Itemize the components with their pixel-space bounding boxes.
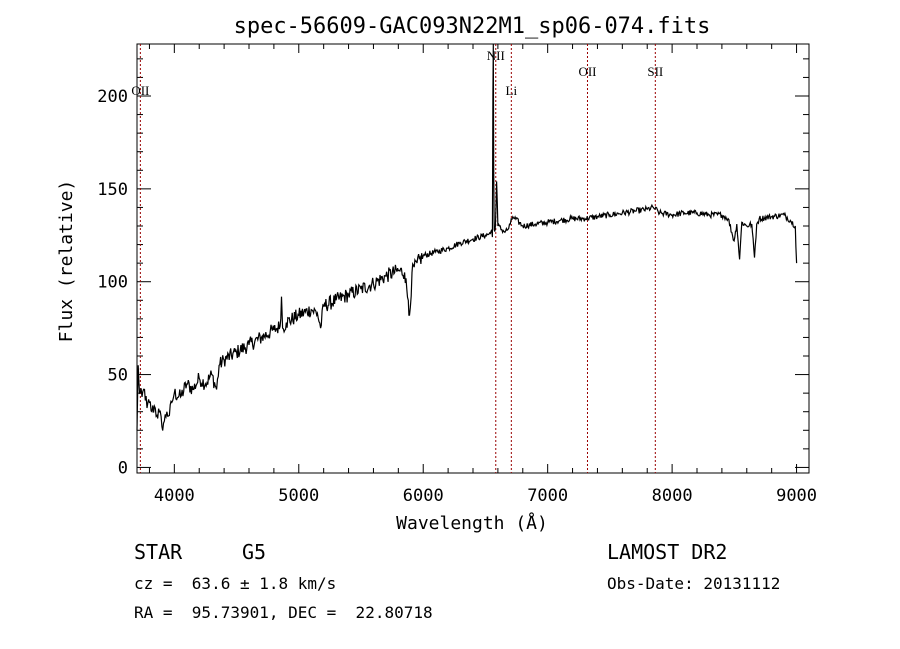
coordinates: RA = 95.73901, DEC = 22.80718 <box>134 603 433 622</box>
y-tick-label: 200 <box>97 87 128 107</box>
object-subclass: G5 <box>242 540 267 564</box>
spectrum-line <box>136 43 798 431</box>
plot-frame <box>136 43 810 474</box>
chart-title: spec-56609-GAC093N22M1_sp06-074.fits <box>234 14 711 39</box>
y-tick-label: 100 <box>97 273 128 293</box>
x-tick-label: 8000 <box>652 486 693 506</box>
survey-name: LAMOST DR2 <box>607 540 728 564</box>
emission-line-label: Li <box>506 83 518 98</box>
observation-date: Obs-Date: 20131112 <box>607 574 781 593</box>
y-tick-label: 150 <box>97 180 128 200</box>
y-tick-label: 50 <box>108 366 128 386</box>
emission-lines: OII NII Li OII SII <box>131 44 663 473</box>
y-tick-label: 0 <box>118 458 128 478</box>
x-tick-label: 7000 <box>527 486 568 506</box>
emission-line-label: OII <box>578 64 596 79</box>
emission-line-label: NII <box>487 48 505 63</box>
y-axis-label: Flux (relative) <box>56 180 77 343</box>
x-tick-label: 5000 <box>278 486 319 506</box>
axis-ticks: 4000 5000 6000 7000 8000 9000 0 50 100 150 200 <box>97 44 817 506</box>
x-axis-label: Wavelength (Å) <box>396 512 548 534</box>
emission-line-label: OII <box>131 83 149 98</box>
object-class: STAR <box>134 540 183 564</box>
x-tick-label: 4000 <box>154 486 195 506</box>
x-tick-label: 6000 <box>403 486 444 506</box>
emission-line-label: SII <box>647 64 663 79</box>
x-tick-label: 9000 <box>776 486 817 506</box>
redshift-cz: cz = 63.6 ± 1.8 km/s <box>134 574 337 593</box>
